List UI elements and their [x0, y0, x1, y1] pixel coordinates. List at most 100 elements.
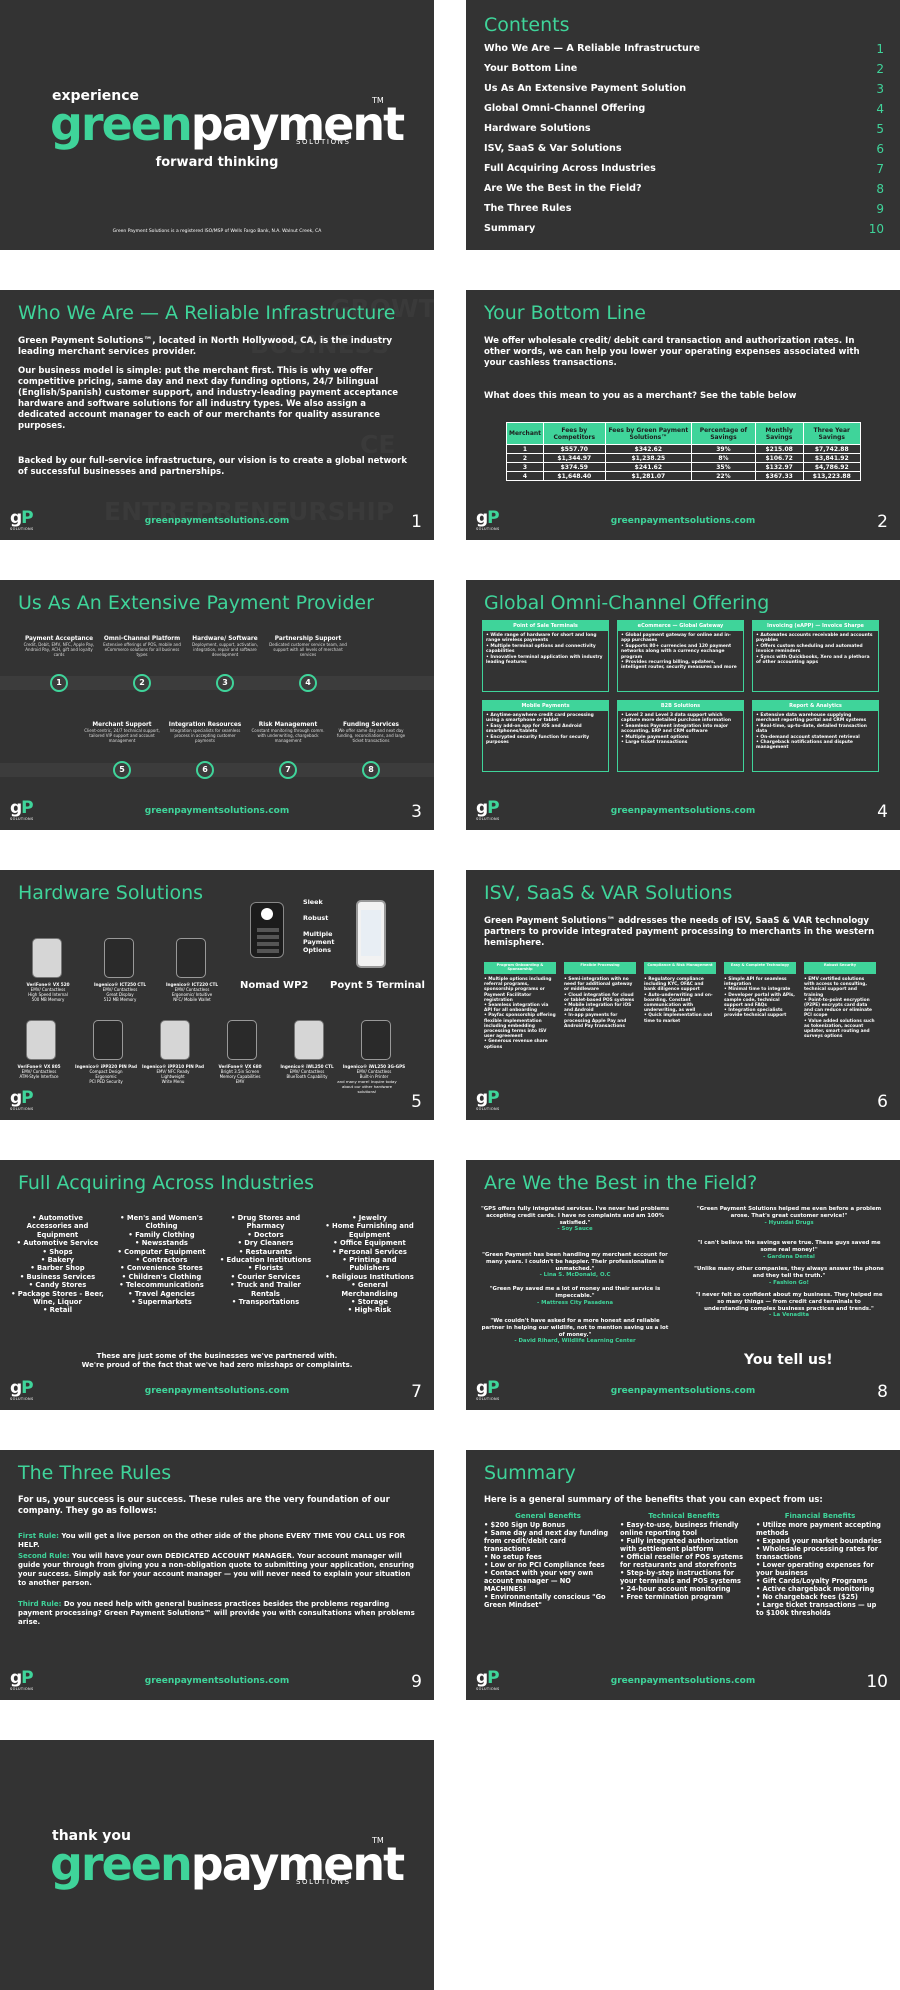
rule-1: First Rule: You will get a live person o…	[18, 1532, 416, 1550]
table-header-cell: Three Year Savings	[802, 422, 862, 445]
isv-box: Program Onboarding & Sponsorship • Multip…	[484, 962, 556, 1050]
thanks-logo-payment: payment	[190, 1837, 405, 1891]
device-name: Ingenico® iWL250 3G-GPS	[342, 1064, 406, 1069]
summary-item: • Easy-to-use, business friendly online …	[620, 1521, 739, 1537]
isv-box-body: • Regulatory compliance including KYC, O…	[644, 977, 713, 1024]
table-cell: 4	[505, 471, 545, 481]
omni-box-heading: B2B Solutions	[618, 701, 743, 711]
industry-item: • Convenience Stores	[120, 1264, 203, 1273]
omni-box-body: • Wide range of hardware for short and l…	[486, 633, 603, 666]
omni-box-heading: Mobile Payments	[483, 701, 608, 711]
slide-title: Your Bottom Line	[484, 302, 646, 324]
testimonial: "We couldn't have asked for a more hones…	[480, 1318, 670, 1345]
omni-box: Report & Analytics • Extensive data wareh…	[752, 700, 879, 772]
omni-box: Invoicing (eAPP) — Invoice Sharpe • Autom…	[752, 620, 879, 692]
provider-step-circle: 3	[216, 674, 234, 692]
toc-item[interactable]: Global Omni-Channel Offering 4	[484, 102, 888, 116]
toc-item[interactable]: The Three Rules 9	[484, 202, 888, 216]
footer-url[interactable]: greenpaymentsolutions.com	[610, 1676, 756, 1686]
footer-logo: gP SOLUTIONS	[10, 798, 34, 821]
industry-item: • Children's Clothing	[121, 1272, 202, 1281]
footer-url[interactable]: greenpaymentsolutions.com	[610, 1386, 756, 1396]
rule-2-label: Second Rule:	[18, 1552, 70, 1560]
toc-item[interactable]: Who We Are — A Reliable Infrastructure 1	[484, 42, 888, 56]
cover-footnote: Green Payment Solutions is a registered …	[112, 229, 322, 234]
cover-solutions: SOLUTIONS	[296, 138, 351, 146]
provider-item-title: Partnership Support	[274, 636, 342, 642]
industry-item: • Home Furnishing and Equipment	[325, 1222, 414, 1239]
table-cell: $241.62	[604, 462, 693, 472]
device-name: VeriFone® VX 520	[26, 982, 70, 987]
toc-item-number: 2	[876, 62, 884, 76]
table-cell: $106.72	[754, 453, 804, 463]
provider-item: Merchant Support Client-centric, 24/7 tec…	[83, 722, 161, 743]
terminal-image	[227, 1020, 257, 1060]
rule-2: Second Rule: You will have your own DEDI…	[18, 1552, 416, 1588]
industry-item: • Family Clothing	[128, 1230, 195, 1239]
footer-url[interactable]: greenpaymentsolutions.com	[144, 806, 290, 816]
cover-logo-payment: payment	[190, 97, 405, 151]
industries-footnote-2: We're proud of the fact that we've had z…	[81, 1361, 353, 1369]
provider-step-circle: 5	[113, 761, 131, 779]
industry-item: • Newsstands	[135, 1239, 188, 1248]
summary-column: Financial Benefits • Utilize more payment…	[756, 1512, 884, 1617]
thanks-logo-green: green	[50, 1837, 193, 1891]
testimonial-text: "Green Payment has been handling my merc…	[482, 1252, 668, 1272]
page-number: 3	[411, 802, 422, 822]
summary-slide: Summary Here is a general summary of the…	[466, 1450, 900, 1700]
footer-url[interactable]: greenpaymentsolutions.com	[610, 516, 756, 526]
toc-item[interactable]: Your Bottom Line 2	[484, 62, 888, 76]
device-name: Ingenico® iPP310 PIN Pad	[142, 1064, 204, 1069]
terminal-image	[361, 1020, 391, 1060]
footer-url[interactable]: greenpaymentsolutions.com	[144, 1386, 290, 1396]
toc-item[interactable]: Summary 10	[484, 222, 888, 236]
industries-footnote-1: These are just some of the businesses we…	[96, 1352, 338, 1360]
rule-3: Third Rule: Do you need help with genera…	[18, 1600, 416, 1627]
toc-item[interactable]: Full Acquiring Across Industries 7	[484, 162, 888, 176]
table-cell: 1	[505, 444, 545, 454]
provider-item-desc: Client-centric, 24/7 technical support, …	[84, 728, 160, 743]
footer-url[interactable]: greenpaymentsolutions.com	[610, 806, 756, 816]
testimonial: "Green Payment has been handling my merc…	[480, 1252, 670, 1279]
summary-item: • 24-hour account monitoring	[620, 1585, 731, 1593]
three-rules-slide: The Three Rules For us, your success is …	[0, 1450, 434, 1700]
footer-url[interactable]: greenpaymentsolutions.com	[144, 1676, 290, 1686]
testimonial-text: "I never felt so confident about my busi…	[695, 1292, 883, 1312]
footer-url[interactable]: greenpaymentsolutions.com	[144, 516, 290, 526]
industry-column: • Jewelry • Home Furnishing and Equipment…	[322, 1214, 417, 1315]
cover-slide: experience greenpayment TM SOLUTIONS for…	[0, 0, 434, 250]
industry-item: • Travel Agencies	[128, 1289, 195, 1298]
toc-item-number: 5	[876, 122, 884, 136]
footer-logo: gP SOLUTIONS	[10, 1088, 34, 1111]
table-cell: $557.70	[543, 444, 606, 454]
summary-item: • Expand your market boundaries	[756, 1537, 882, 1545]
watermark-growth: GROWTH	[330, 294, 434, 323]
industry-item: • Education Institutions	[219, 1256, 312, 1265]
contents-slide: Contents Who We Are — A Reliable Infrast…	[466, 0, 900, 250]
device-caption: Ingenico® ICT220 CTL EMV/ Contactless Erg…	[156, 982, 228, 1002]
industry-item: • Contractors	[135, 1256, 188, 1265]
provider-step-circle: 7	[279, 761, 297, 779]
summary-item: • Environmentally conscious "Go Green Mi…	[484, 1593, 606, 1609]
summary-item: • Low or no PCI Compliance fees	[484, 1561, 605, 1569]
omni-box-heading: Invoicing (eAPP) — Invoice Sharpe	[753, 621, 878, 631]
decor-band	[0, 763, 434, 777]
toc-item[interactable]: ISV, SaaS & Var Solutions 6	[484, 142, 888, 156]
page-number: 2	[877, 512, 888, 532]
footer-logo: gP SOLUTIONS	[10, 1378, 34, 1401]
toc-item[interactable]: Hardware Solutions 5	[484, 122, 888, 136]
table-cell: 39%	[691, 444, 756, 454]
toc-item[interactable]: Us As An Extensive Payment Solution 3	[484, 82, 888, 96]
device-desc: EMV/ NFC Ready Lightweight Write Menu	[156, 1069, 190, 1084]
summary-column-heading: Technical Benefits	[648, 1512, 720, 1520]
provider-item-title: Integration Resources	[168, 722, 242, 728]
table-header-cell: Monthly Savings	[754, 422, 804, 445]
toc-item-label: Summary	[484, 223, 536, 234]
summary-item: • Free termination program	[620, 1593, 723, 1601]
testimonial-author: - Mattress City Pasadena	[537, 1299, 613, 1306]
footer-logo: gP SOLUTIONS	[476, 798, 500, 821]
toc-item-label: The Three Rules	[484, 203, 572, 214]
device-desc: EMV/ Contactless High Speed Internal 500…	[28, 987, 68, 1002]
toc-item[interactable]: Are We the Best in the Field? 8	[484, 182, 888, 196]
industry-item: • Bakery	[40, 1256, 75, 1265]
